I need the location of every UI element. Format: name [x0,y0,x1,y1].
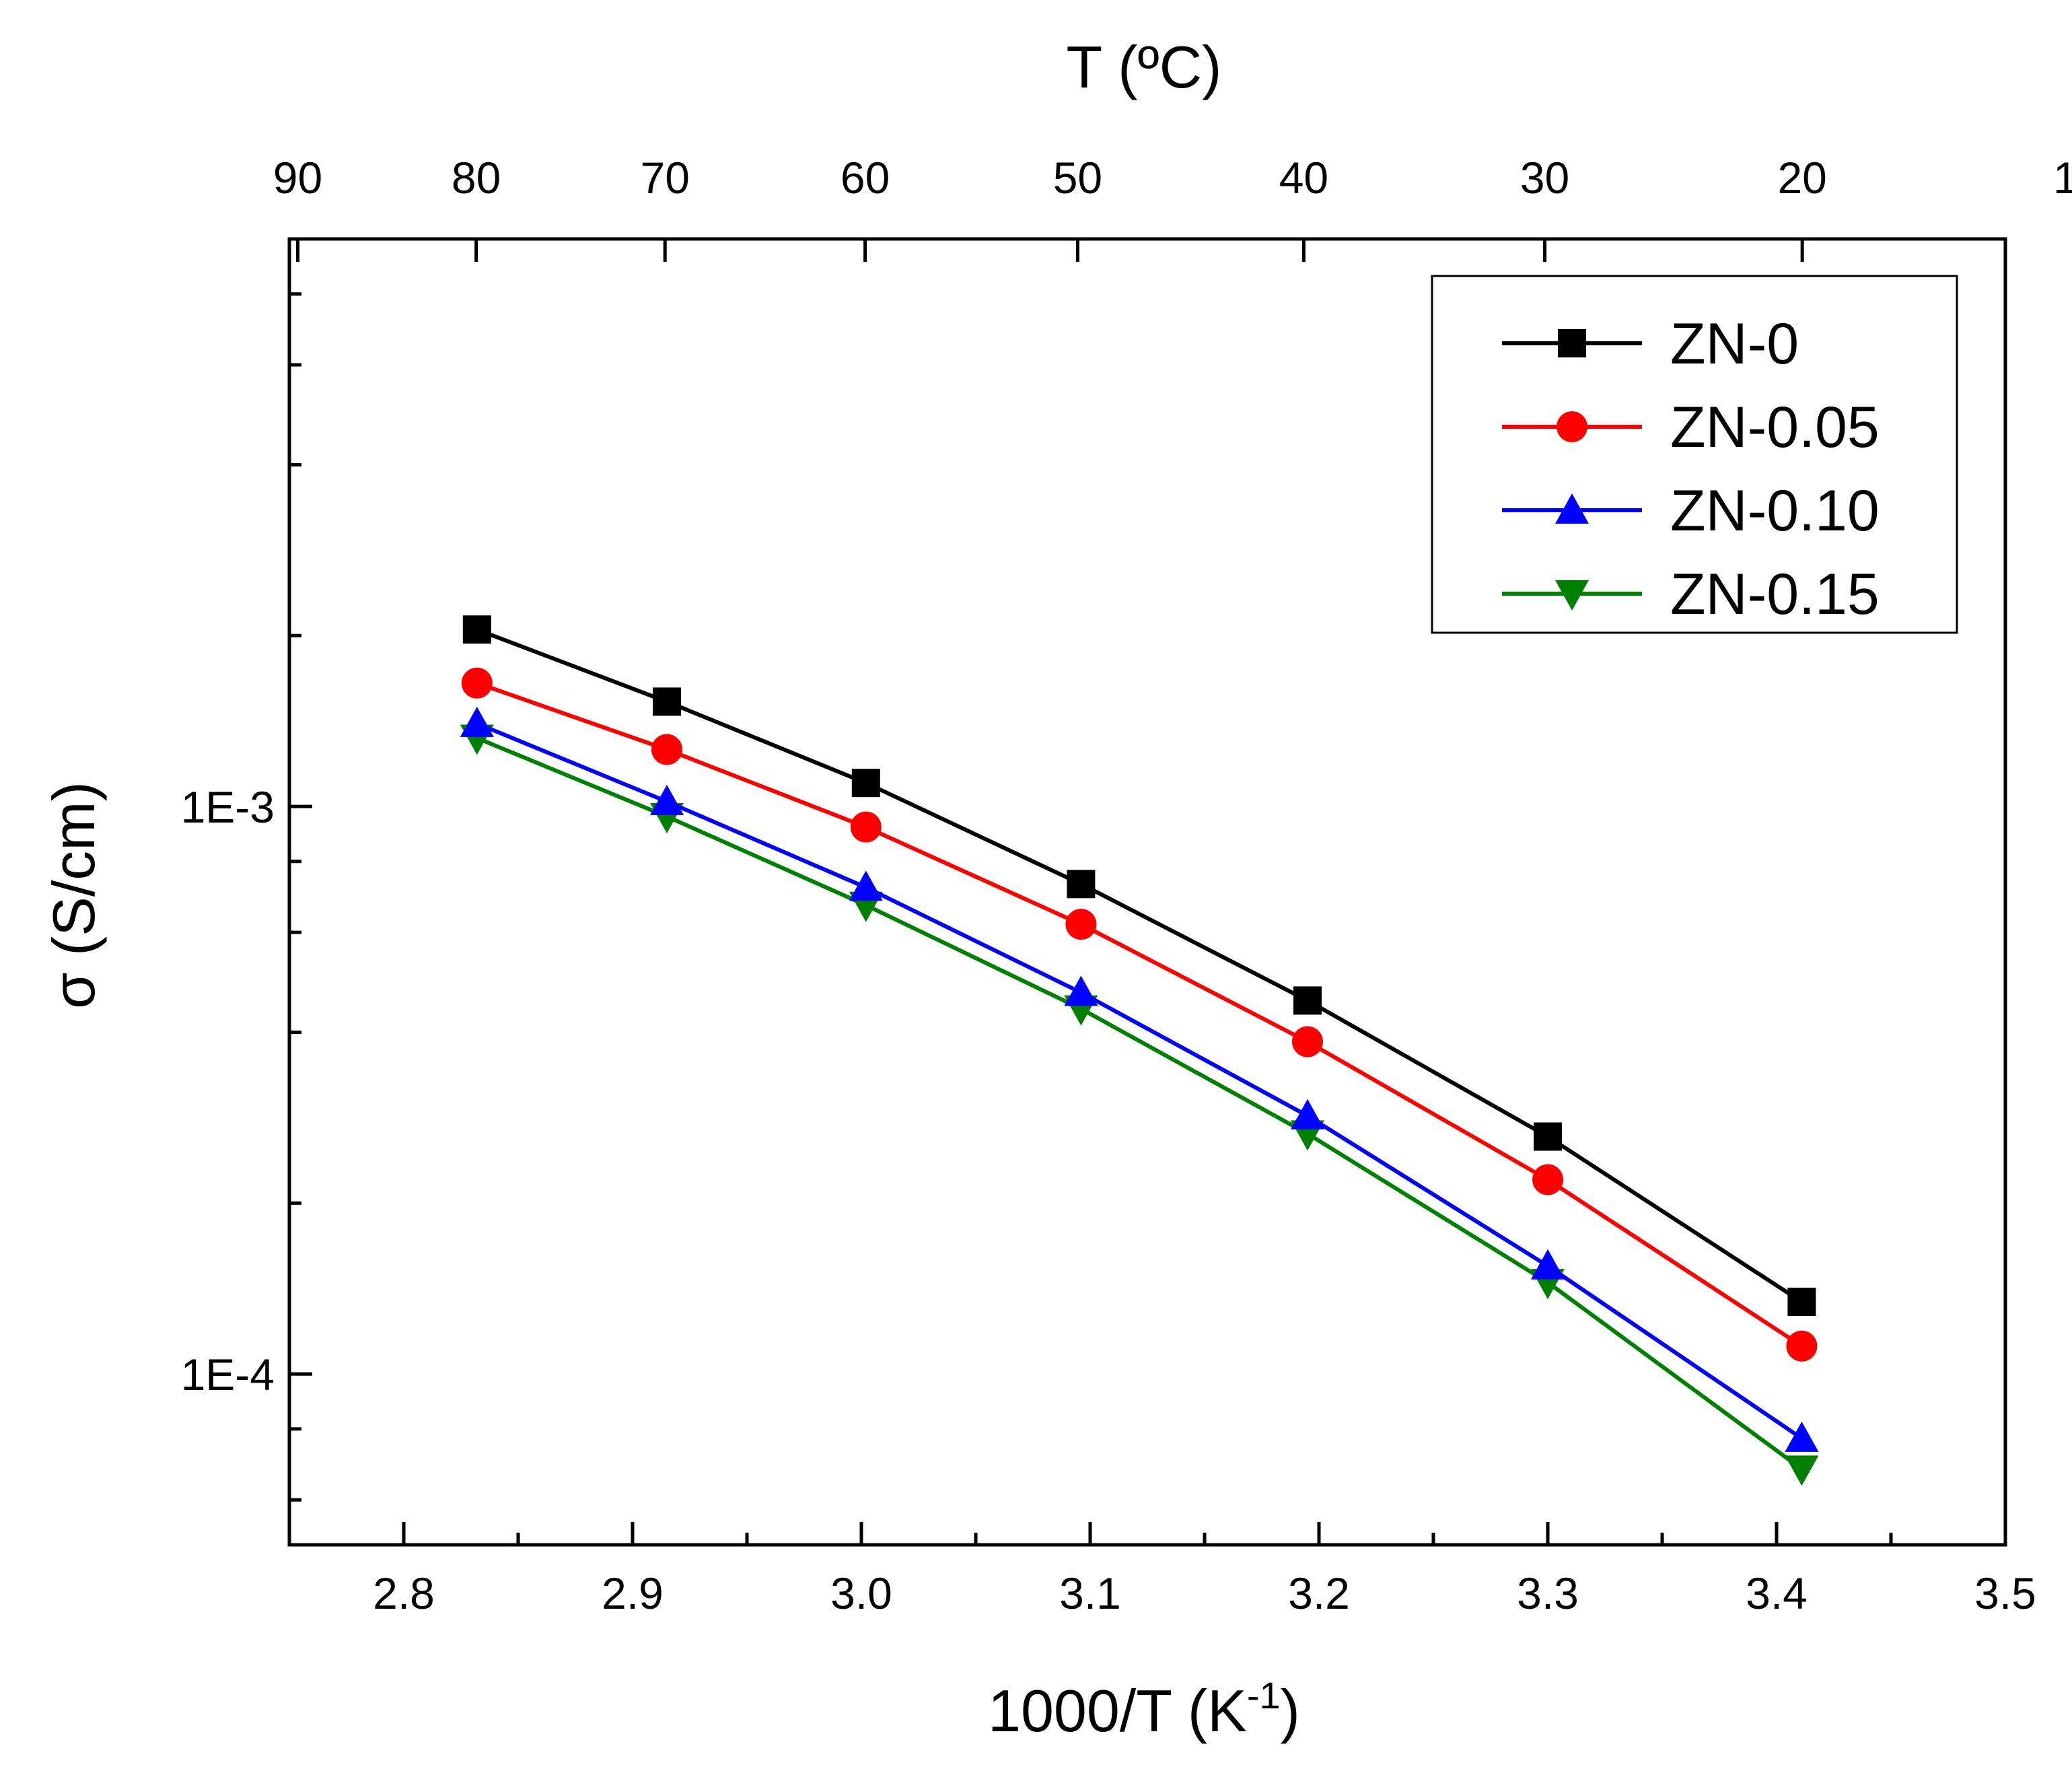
series-line [476,627,1803,1304]
x-tick-label: 2.9 [602,1568,664,1618]
ticks-layer: 2.8 2.9 3.0 3.1 3.2 3.3 3.4 3.5 90 80 70 60 50 40 30 20… [181,153,2072,1618]
legend-item: ZN-0 [1502,312,1799,376]
legend-marker [1557,411,1587,442]
top-tick-label: 50 [1053,153,1102,203]
top-axis-title: T (ºC) [1067,34,1222,100]
series-ZN-0 [462,615,1816,1317]
legend-label: ZN-0 [1670,312,1799,376]
legend-box [1431,275,1958,634]
x-tick-label: 3.4 [1746,1568,1808,1618]
legend-label: ZN-0.05 [1670,395,1880,460]
series-line [476,681,1803,1348]
data-point [650,784,684,815]
y-tick-label: 1E-4 [181,1350,275,1399]
legend-label: ZN-0.10 [1670,479,1880,543]
legend-item: ZN-0.15 [1502,562,1880,627]
series-line [476,736,1803,1471]
top-tick-label: 10 [2053,153,2072,203]
data-point [1067,870,1096,899]
data-point [1787,1288,1816,1317]
data-point [849,870,883,901]
data-point [851,769,880,798]
data-point [1292,1026,1323,1057]
x-axis-title-main: 1000/T (K [988,1677,1247,1744]
legend-item: ZN-0.10 [1502,479,1880,543]
top-tick-label: 70 [640,153,689,203]
legend-marker [1558,329,1586,357]
legend-marker [1555,580,1589,611]
legend-item: ZN-0.05 [1502,395,1880,460]
series-ZN-0.15 [460,724,1819,1486]
x-axis-title-sup: -1 [1247,1674,1281,1716]
top-tick-label: 30 [1520,153,1569,203]
data-point [1293,986,1322,1015]
x-tick-label: 3.2 [1288,1568,1350,1618]
x-tick-label: 3.3 [1517,1568,1579,1618]
x-tick-label: 2.8 [373,1568,435,1618]
x-tick-label: 3.0 [830,1568,892,1618]
data-point [1786,1330,1818,1362]
top-tick-label: 20 [1777,153,1826,203]
data-point [850,811,882,843]
legend: ZN-0 ZN-0.05 ZN-0.10 ZN-0.15 [1431,275,1958,634]
data-point [1534,1122,1562,1151]
legend-items: ZN-0 ZN-0.05 ZN-0.10 ZN-0.15 [1502,312,1880,627]
x-tick-label: 3.1 [1059,1568,1121,1618]
top-tick-label: 60 [841,153,890,203]
series-ZN-0.05 [461,667,1818,1362]
data-point [1531,1249,1565,1280]
data-point [1785,1455,1819,1486]
top-tick-label: 90 [273,153,322,203]
data-point [653,687,681,716]
y-axis-title: σ (S/cm) [40,781,107,1009]
top-tick-label: 40 [1279,153,1328,203]
data-point [460,706,494,737]
data-point [1785,1421,1819,1452]
top-tick-label: 80 [452,153,501,203]
data-point [1291,1099,1324,1129]
series-layer [460,615,1819,1486]
y-tick-label: 1E-3 [181,782,275,832]
data-point [1065,909,1097,940]
series-line [476,722,1803,1440]
legend-marker [1555,493,1589,524]
data-point [461,667,493,699]
series-ZN-0.10 [460,706,1819,1452]
data-point [651,734,682,765]
x-axis-title-close: ) [1281,1677,1300,1744]
legend-label: ZN-0.15 [1670,562,1880,627]
data-point [462,615,491,644]
data-point [1532,1164,1563,1195]
x-tick-label: 3.5 [1974,1568,2036,1618]
data-point [1064,975,1098,1006]
x-axis-title: 1000/T (K-1) [988,1674,1300,1744]
plot-frame [287,237,2007,1547]
